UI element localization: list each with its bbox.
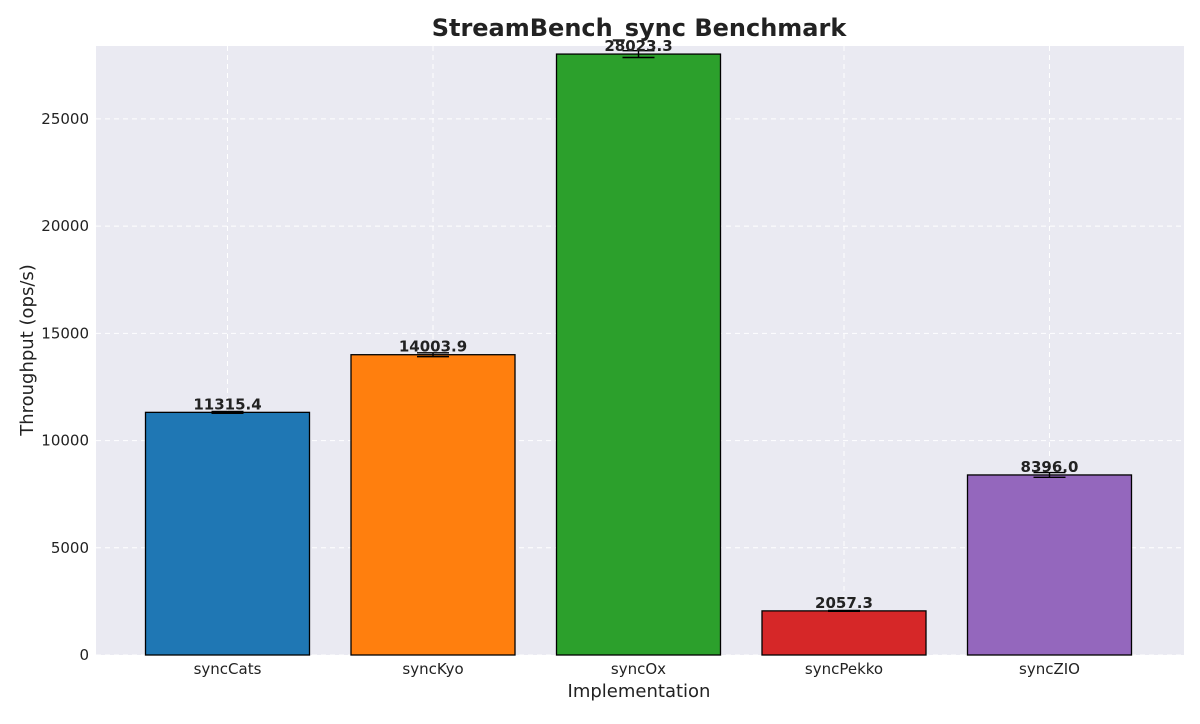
x-tick-label-syncPekko: syncPekko <box>805 660 883 678</box>
value-label-syncKyo: 14003.9 <box>399 338 467 356</box>
y-tick-label: 0 <box>79 646 89 664</box>
x-tick-label-syncCats: syncCats <box>194 660 262 678</box>
x-tick-label-syncKyo: syncKyo <box>402 660 463 678</box>
bar-syncOx <box>555 53 722 656</box>
y-tick-label: 10000 <box>41 432 89 450</box>
value-label-syncOx: 28023.3 <box>604 37 672 55</box>
y-axis-label: Throughput (ops/s) <box>17 264 38 437</box>
y-axis-ticks: 0 5000 10000 15000 20000 25000 <box>41 110 89 664</box>
value-label-syncCats: 11315.4 <box>193 395 261 413</box>
bar-syncKyo <box>350 354 516 656</box>
value-label-syncZIO: 8396.0 <box>1021 458 1079 476</box>
value-label-syncPekko: 2057.3 <box>815 594 873 612</box>
y-tick-label: 20000 <box>41 217 89 235</box>
error-bars <box>211 49 1066 613</box>
y-tick-label: 5000 <box>51 539 89 557</box>
bar-syncCats <box>144 411 311 656</box>
chart-title: StreamBench_sync Benchmark <box>432 14 848 42</box>
bar-syncPekko <box>761 610 927 656</box>
y-tick-label: 15000 <box>41 324 89 342</box>
value-labels: 11315.4 14003.9 28023.3 2057.3 8396.0 <box>193 37 1078 612</box>
x-axis-label: Implementation <box>568 681 711 702</box>
bar-syncZIO <box>966 474 1133 656</box>
x-tick-label-syncOx: syncOx <box>611 660 666 678</box>
x-axis-ticks: syncCats syncKyo syncOx syncPekko syncZIO <box>194 660 1080 678</box>
y-tick-label: 25000 <box>41 110 89 128</box>
x-tick-label-syncZIO: syncZIO <box>1019 660 1080 678</box>
